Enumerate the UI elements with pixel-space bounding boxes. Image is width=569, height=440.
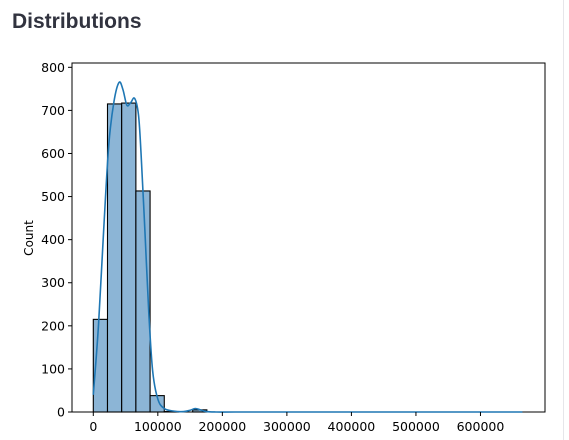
histogram-bar	[121, 102, 137, 413]
histogram-bars	[92, 102, 208, 413]
y-tick-label: 100	[41, 361, 65, 376]
section-title: Distributions	[12, 10, 142, 33]
plot-area	[71, 62, 546, 413]
y-tick-label: 0	[57, 405, 65, 420]
y-tick-label: 200	[41, 318, 65, 333]
y-tick-label: 400	[41, 232, 65, 247]
y-tick-label: 300	[41, 275, 65, 290]
panel-divider	[563, 0, 564, 440]
y-tick-label: 700	[41, 103, 65, 118]
x-tick-label: 300000	[263, 419, 311, 434]
x-tick-label: 0	[89, 419, 97, 434]
x-tick-label: 100000	[134, 419, 182, 434]
x-tick-label: 600000	[457, 419, 505, 434]
y-axis: 0 100 200 300 400 500 600 700 800	[41, 60, 72, 420]
y-tick-label: 800	[41, 60, 65, 75]
x-axis: 0 100000 200000 300000 400000 500000 600000	[89, 412, 504, 434]
y-axis-label: Count	[22, 220, 36, 256]
y-tick-label: 600	[41, 146, 65, 161]
y-tick-label: 500	[41, 189, 65, 204]
x-tick-label: 500000	[392, 419, 440, 434]
kde-curve	[92, 81, 523, 413]
x-tick-label: 200000	[198, 419, 246, 434]
histogram-bar	[106, 103, 123, 413]
x-tick-label: 400000	[328, 419, 376, 434]
